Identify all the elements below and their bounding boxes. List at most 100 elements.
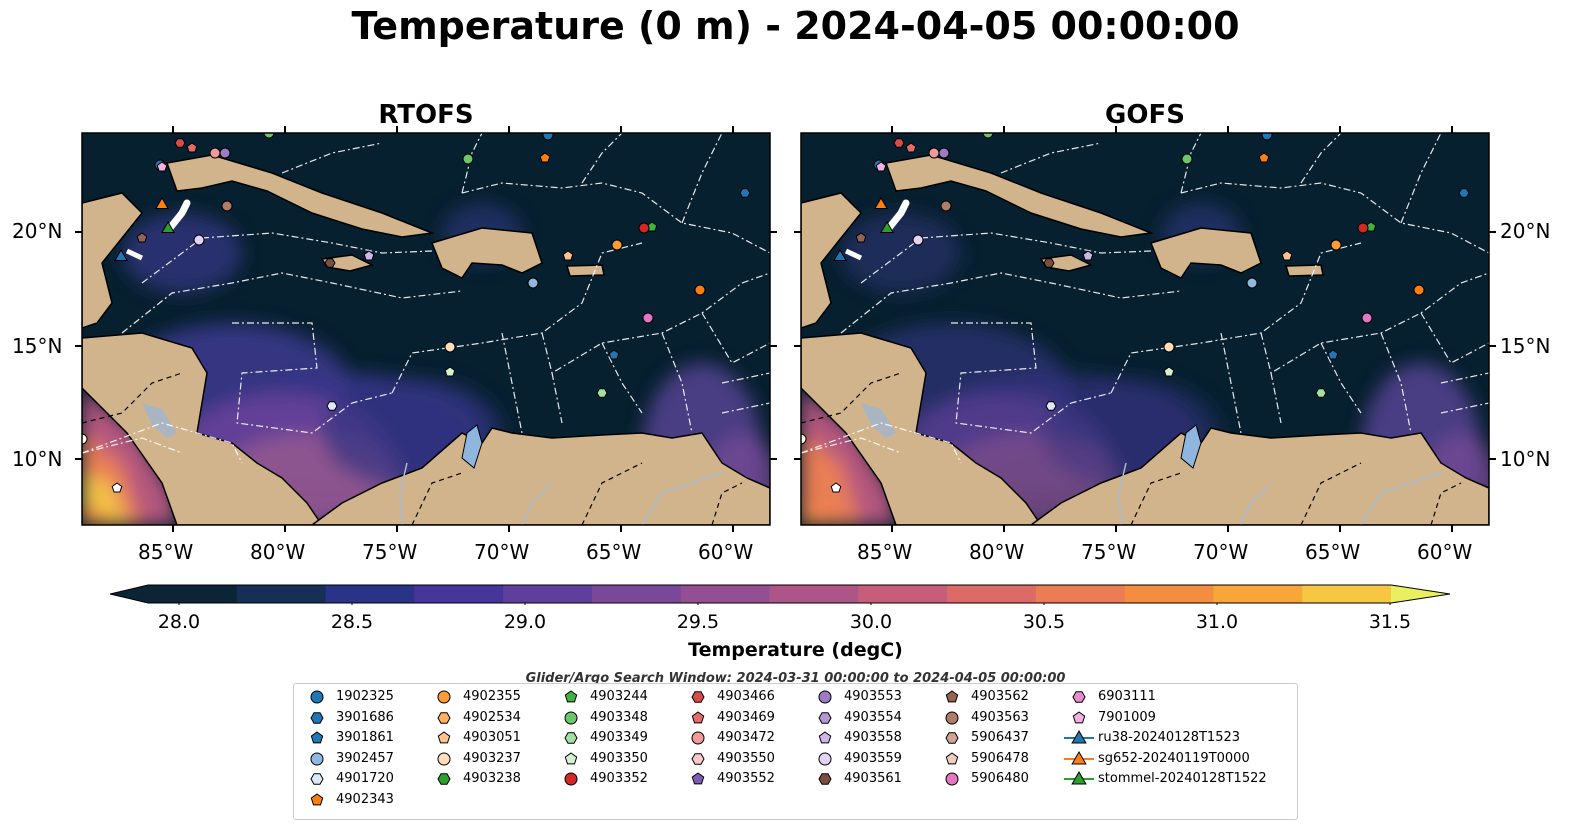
hexagon-icon: [564, 732, 578, 744]
pentagon-icon: [818, 731, 832, 744]
pentagon-marker: [437, 731, 451, 744]
hexagon-marker: [1072, 691, 1086, 703]
colorbar-swatch: [414, 585, 504, 603]
circle-marker: [691, 731, 705, 745]
colorbar-swatch: [148, 585, 238, 603]
pentagon-icon: [945, 751, 959, 764]
circle-marker: [221, 200, 233, 212]
legend-label: 4903558: [844, 730, 902, 745]
circle-marker: [1163, 341, 1175, 353]
colorbar-swatch: [503, 585, 593, 603]
circle-icon: [310, 690, 324, 704]
legend-label: 4903244: [590, 689, 648, 704]
hexagon-icon: [818, 773, 832, 785]
circle-marker: [694, 284, 706, 296]
pentagon-icon: [310, 731, 324, 744]
pentagon-marker: [539, 152, 551, 163]
circle-marker: [263, 133, 275, 139]
map-canvas-rtofs: [82, 133, 770, 525]
colorbar-tick: 29.0: [503, 611, 547, 633]
pentagon-icon: [310, 792, 324, 805]
pentagon-marker: [136, 232, 148, 243]
circle-icon: [818, 690, 832, 704]
pentagon-icon: [1072, 710, 1086, 723]
circle-marker: [611, 239, 623, 251]
circle-marker: [938, 147, 950, 159]
circle-icon: [818, 752, 832, 765]
circle-icon: [691, 731, 705, 745]
circle-marker: [1361, 312, 1373, 324]
legend-label: 4903554: [844, 709, 902, 725]
legend-label: 4903466: [717, 689, 775, 704]
search-window-note: Glider/Argo Search Window: 2024-03-31 00…: [525, 671, 1066, 686]
legend-label: 4903472: [717, 730, 775, 745]
legend: 1902325 3901686 3901861 3902457 4901720 49023…: [293, 683, 1298, 820]
hexagon-icon: [437, 773, 451, 785]
circle-marker: [310, 752, 324, 765]
circle-marker: [310, 690, 324, 704]
legend-label: 4903562: [971, 689, 1029, 704]
colorbar-tick: 28.0: [157, 611, 201, 633]
legend-label: 4902534: [463, 709, 521, 725]
pentagon-icon: [564, 690, 578, 703]
circle-marker: [1246, 277, 1258, 289]
pentagon-icon: [691, 710, 705, 723]
lat-tick-right-20: 20°N: [1500, 219, 1551, 243]
lon-tick-a-85: 85°W: [138, 540, 194, 564]
legend-label: 4903563: [971, 709, 1029, 725]
pentagon-icon: [691, 772, 705, 785]
circle-marker: [818, 752, 832, 765]
circle-marker: [1261, 133, 1273, 141]
pentagon-marker: [830, 482, 842, 493]
triangle-icon: [1064, 750, 1094, 764]
hexagon-marker: [945, 732, 959, 744]
hexagon-marker: [310, 773, 324, 785]
legend-label: 3901861: [336, 730, 394, 745]
pentagon-marker: [691, 710, 705, 723]
colorbar-tick: 30.0: [849, 611, 893, 633]
figure-title: Temperature (0 m) - 2024-04-05 00:00:00: [351, 4, 1240, 48]
circle-marker: [437, 752, 451, 765]
triangle-marker: [1071, 770, 1087, 785]
circle-icon: [945, 772, 959, 786]
triangle-marker: [1071, 750, 1087, 764]
pentagon-marker: [444, 366, 456, 377]
map-rtofs[interactable]: [82, 133, 770, 525]
lon-tick-b-75: 75°W: [1081, 540, 1137, 564]
pentagon-marker: [1163, 366, 1175, 377]
colorbar-label: Temperature (degC): [688, 639, 903, 661]
circle-marker: [193, 234, 205, 246]
circle-marker: [1330, 239, 1342, 251]
colorbar-extend-low: [110, 585, 148, 603]
pentagon-marker: [564, 751, 578, 764]
hexagon-marker: [893, 138, 905, 148]
pentagon-marker: [310, 731, 324, 744]
triangle-marker: [114, 249, 128, 261]
map-gofs[interactable]: [801, 133, 1489, 525]
legend-label: 4903349: [590, 730, 648, 745]
triangle-marker: [874, 197, 888, 209]
triangle-marker: [880, 221, 894, 233]
pentagon-marker: [363, 250, 375, 261]
pentagon-marker: [562, 250, 574, 261]
lat-tick-right-10: 10°N: [1500, 447, 1551, 471]
pentagon-marker: [905, 142, 917, 153]
legend-label: 3901686: [336, 709, 394, 725]
colorbar-swatch: [1302, 585, 1392, 603]
legend-label: 4903552: [717, 771, 775, 786]
circle-icon: [564, 711, 578, 724]
pentagon-icon: [564, 751, 578, 764]
hexagon-icon: [1072, 691, 1086, 703]
lat-tick-left-15: 15°N: [12, 334, 63, 358]
lon-tick-a-70: 70°W: [474, 540, 530, 564]
lon-tick-b-60: 60°W: [1417, 540, 1473, 564]
circle-marker: [564, 772, 578, 786]
legend-label: 7901009: [1098, 709, 1156, 725]
colorbar-swatch: [680, 585, 771, 603]
hexagon-icon: [691, 691, 705, 703]
lat-tick-left-10: 10°N: [12, 447, 63, 471]
legend-label: 4901720: [336, 771, 394, 786]
legend-label: sg652-20240119T0000: [1098, 750, 1250, 766]
legend-label: 4903559: [844, 750, 902, 766]
legend-label: 5906478: [971, 750, 1029, 766]
